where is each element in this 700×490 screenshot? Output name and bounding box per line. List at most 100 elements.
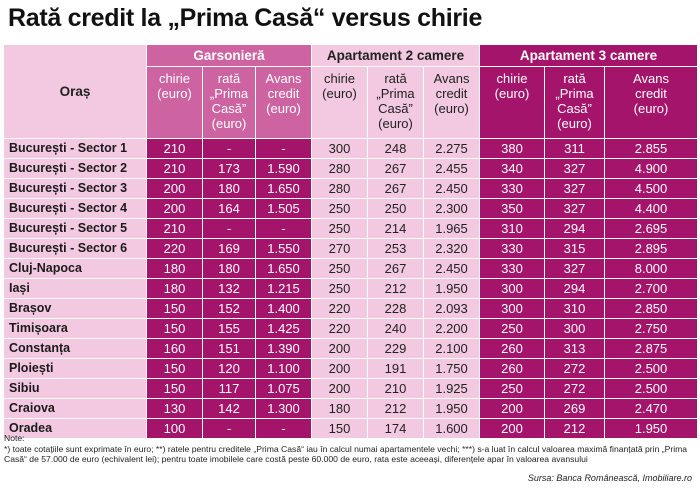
value-cell: 2.100 [423, 338, 481, 359]
value-cell: 300 [311, 138, 369, 159]
column-subheader: chirie (euro) [146, 66, 203, 139]
value-cell: 240 [367, 318, 425, 339]
value-cell: 2.455 [423, 158, 481, 179]
value-cell: 2.695 [604, 218, 699, 239]
value-cell: 300 [479, 298, 546, 319]
subheader-line: (euro) [633, 101, 669, 116]
value-cell: 212 [367, 398, 425, 419]
table-row: Sibiu 150 117 1.075 200 210 1.925 250 272 2.500 [3, 378, 699, 399]
value-cell: 2.200 [423, 318, 481, 339]
value-cell: 250 [311, 198, 369, 219]
table-row: Ploiești 150 120 1.100 200 191 1.750 260 272 2.50… [3, 358, 699, 379]
value-cell: 2.700 [604, 278, 699, 299]
subheader-line: (euro) [434, 101, 469, 116]
value-cell: 260 [479, 338, 546, 359]
value-cell: 150 [311, 418, 369, 439]
table-row: Iași 180 132 1.215 250 212 1.950 300 294 2.700 [3, 278, 699, 299]
table-row: București - Sector 5 210- -250 214 1.965 310 2… [3, 218, 699, 239]
value-cell: 220 [311, 298, 369, 319]
group-header-ap3: Apartament 3 camere [479, 44, 699, 67]
value-cell: 1.950 [423, 398, 481, 419]
value-cell: 212 [367, 278, 425, 299]
subheader-row: chirie (euro) rată „Prima Casă” (euro) Avans cr… [4, 66, 699, 139]
value-cell: 200 [479, 398, 546, 419]
subheader-line: (euro) [157, 86, 192, 101]
value-cell: 200 [311, 338, 369, 359]
column-subheader: Avans credit (euro) [254, 66, 313, 139]
city-name-cell: Constanța [3, 338, 147, 359]
value-cell: 267 [367, 178, 425, 199]
value-cell: 2.895 [604, 238, 699, 259]
subheader-line: Casă” [378, 101, 413, 116]
table-row: Timișoara 150 155 1.425 220 240 2.200 250 300 2.7… [3, 318, 699, 339]
value-cell: 2.300 [423, 198, 481, 219]
value-cell: 1.100 [254, 358, 313, 379]
subheader-line: (euro) [266, 101, 301, 116]
value-cell: 2.093 [423, 298, 481, 319]
value-cell: 380 [479, 138, 546, 159]
value-cell: 250 [479, 318, 546, 339]
value-cell: 150 [146, 318, 203, 339]
city-name-cell: București - Sector 3 [3, 178, 147, 199]
city-name-cell: Ploiești [3, 358, 147, 379]
value-cell: 117 [202, 378, 256, 399]
value-cell: 200 [311, 378, 369, 399]
city-name-cell: Oradea [3, 418, 147, 439]
value-cell: 200 [311, 358, 369, 379]
value-cell: 4.400 [604, 198, 699, 219]
column-subheader: rată „Prima Casă” (euro) [544, 66, 606, 139]
value-cell: 267 [367, 158, 425, 179]
value-cell: 1.300 [254, 398, 313, 419]
value-cell: 200 [146, 198, 203, 219]
table-row: Oradea 100- -150 174 1.600 200 212 1.950 [3, 418, 699, 439]
subheader-line: Avans [265, 71, 302, 86]
value-cell: 1.590 [254, 158, 313, 179]
value-cell: 313 [544, 338, 606, 359]
city-name-cell: Timișoara [3, 318, 147, 339]
value-cell: 1.650 [254, 258, 313, 279]
value-cell: 200 [146, 178, 203, 199]
subheader-line: chirie [323, 71, 356, 86]
city-column-header: Oraș [3, 44, 147, 139]
value-cell: 150 [146, 358, 203, 379]
value-cell: 1.390 [254, 338, 313, 359]
value-cell: - [254, 138, 313, 159]
table-row: Craiova 130 142 1.300 180 212 1.950 200 269 2.470 [3, 398, 699, 419]
value-cell: 310 [479, 218, 546, 239]
subheader-line: Casă” [557, 101, 592, 116]
subheader-line: (euro) [211, 116, 247, 131]
table-row: Brașov 150 152 1.400 220 228 2.093 300 310 2.850 [3, 298, 699, 319]
value-cell: 294 [544, 278, 606, 299]
table-row: Cluj-Napoca 180 180 1.650 250 267 2.450 330 327 8… [3, 258, 699, 279]
value-cell: 330 [479, 178, 546, 199]
value-cell: 2.450 [423, 258, 481, 279]
value-cell: 253 [367, 238, 425, 259]
value-cell: 340 [479, 158, 546, 179]
table-row: București - Sector 3 200 180 1.650 280 267 2.4… [3, 178, 699, 199]
value-cell: 2.275 [423, 138, 481, 159]
subheader-line: Avans [433, 71, 470, 86]
value-cell: 229 [367, 338, 425, 359]
subheader-line: Avans [633, 71, 669, 86]
value-cell: 250 [311, 278, 369, 299]
value-cell: 350 [479, 198, 546, 219]
subheader-line: „Prima [376, 86, 415, 101]
value-cell: 280 [311, 158, 369, 179]
table-row: București - Sector 2 210 173 1.590 280 267 2.4… [3, 158, 699, 179]
city-name-cell: București - Sector 2 [3, 158, 147, 179]
value-cell: 180 [202, 178, 256, 199]
value-cell: 150 [146, 298, 203, 319]
value-cell: 2.500 [604, 358, 699, 379]
city-name-cell: București - Sector 1 [3, 138, 147, 159]
value-cell: 210 [367, 378, 425, 399]
city-name-cell: Sibiu [3, 378, 147, 399]
value-cell: 2.875 [604, 338, 699, 359]
value-cell: 327 [544, 158, 606, 179]
value-cell: 327 [544, 198, 606, 219]
value-cell: 8.000 [604, 258, 699, 279]
value-cell: - [202, 418, 256, 439]
value-cell: 315 [544, 238, 606, 259]
value-cell: 164 [202, 198, 256, 219]
subheader-line: rată [217, 71, 241, 86]
value-cell: 1.425 [254, 318, 313, 339]
